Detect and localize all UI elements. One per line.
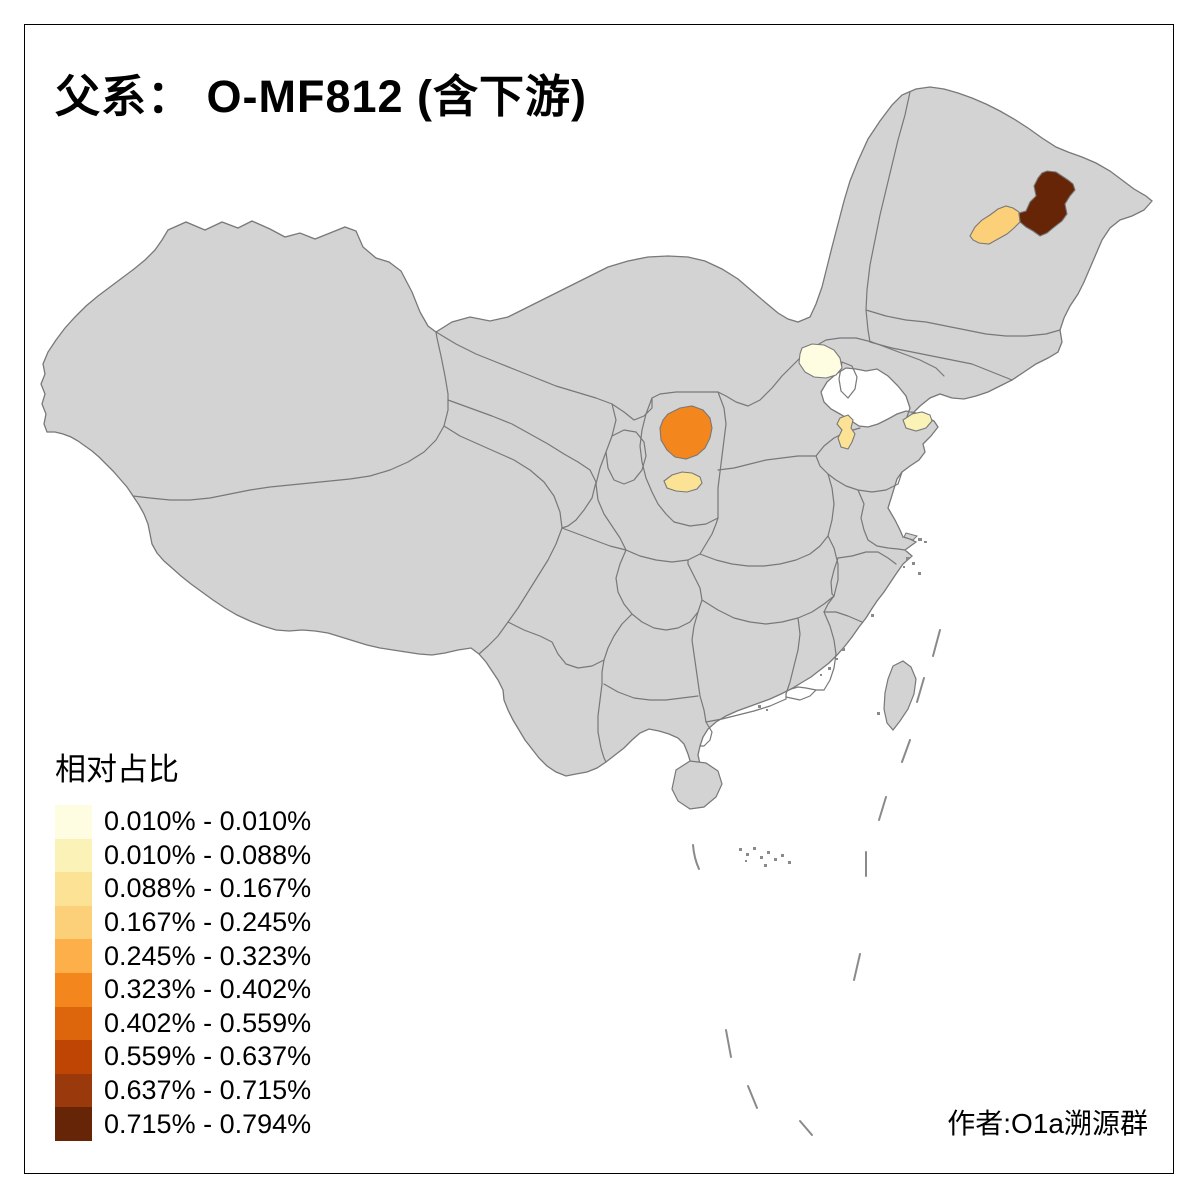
legend-swatch xyxy=(55,1107,92,1141)
hainan-island-shape xyxy=(671,760,723,810)
legend-label: 0.245% - 0.323% xyxy=(104,940,312,971)
small-islands xyxy=(739,538,927,867)
legend-row: 0.010% - 0.010% xyxy=(55,805,395,839)
legend-swatch xyxy=(55,1040,92,1074)
legend-swatch xyxy=(55,972,92,1007)
colored-regions-group xyxy=(659,170,1076,493)
legend-row: 0.245% - 0.323% xyxy=(55,939,395,973)
legend-label: 0.010% - 0.010% xyxy=(104,806,312,837)
province-borders xyxy=(132,91,1061,763)
legend-label: 0.715% - 0.794% xyxy=(104,1108,312,1139)
chongming-island-shape xyxy=(903,532,918,541)
legend-title: 相对占比 xyxy=(55,752,179,787)
legend-swatch xyxy=(55,805,92,839)
map-region-heilongjiang-west xyxy=(969,205,1021,245)
legend-swatch xyxy=(55,872,92,906)
legend-label: 0.559% - 0.637% xyxy=(104,1041,312,1072)
mainland-china-shape xyxy=(40,86,1153,777)
legend-row: 0.715% - 0.794% xyxy=(55,1107,395,1141)
map-region-shandong-west xyxy=(836,414,856,450)
map-region-beijing xyxy=(798,343,843,379)
legend-label: 0.088% - 0.167% xyxy=(104,873,312,904)
taiwan-island-shape xyxy=(883,660,917,731)
legend-row: 0.167% - 0.245% xyxy=(55,905,395,940)
nine-dash-line xyxy=(692,629,941,1136)
legend-swatch xyxy=(55,905,92,940)
legend-label: 0.637% - 0.715% xyxy=(104,1075,312,1106)
legend-swatch xyxy=(55,1006,92,1041)
legend-row: 0.323% - 0.402% xyxy=(55,972,395,1007)
map-region-shanxi-south xyxy=(663,471,703,493)
legend-row: 0.088% - 0.167% xyxy=(55,872,395,906)
legend-rows: 0.010% - 0.010% 0.010% - 0.088% 0.088% - 0… xyxy=(55,805,395,1141)
legend-label: 0.167% - 0.245% xyxy=(104,907,312,938)
legend-row: 0.402% - 0.559% xyxy=(55,1006,395,1041)
legend: 相对占比 0.010% - 0.010% 0.010% - 0.088% 0.088… xyxy=(55,744,395,1141)
legend-row: 0.010% - 0.088% xyxy=(55,838,395,873)
legend-swatch xyxy=(55,1073,92,1108)
credit-text: 作者:O1a溯源群 xyxy=(947,1108,1148,1139)
legend-label: 0.402% - 0.559% xyxy=(104,1007,312,1038)
legend-label: 0.323% - 0.402% xyxy=(104,974,312,1005)
legend-label: 0.010% - 0.088% xyxy=(104,839,312,870)
legend-row: 0.637% - 0.715% xyxy=(55,1073,395,1108)
legend-swatch xyxy=(55,939,92,973)
map-region-heilongjiang-east xyxy=(1018,170,1076,237)
map-region-shandong-east xyxy=(902,411,933,432)
legend-row: 0.559% - 0.637% xyxy=(55,1040,395,1074)
map-region-shanxi-west xyxy=(659,405,713,460)
page-title: 父系： O-MF812 (含下游) xyxy=(55,71,588,122)
legend-swatch xyxy=(55,838,92,873)
